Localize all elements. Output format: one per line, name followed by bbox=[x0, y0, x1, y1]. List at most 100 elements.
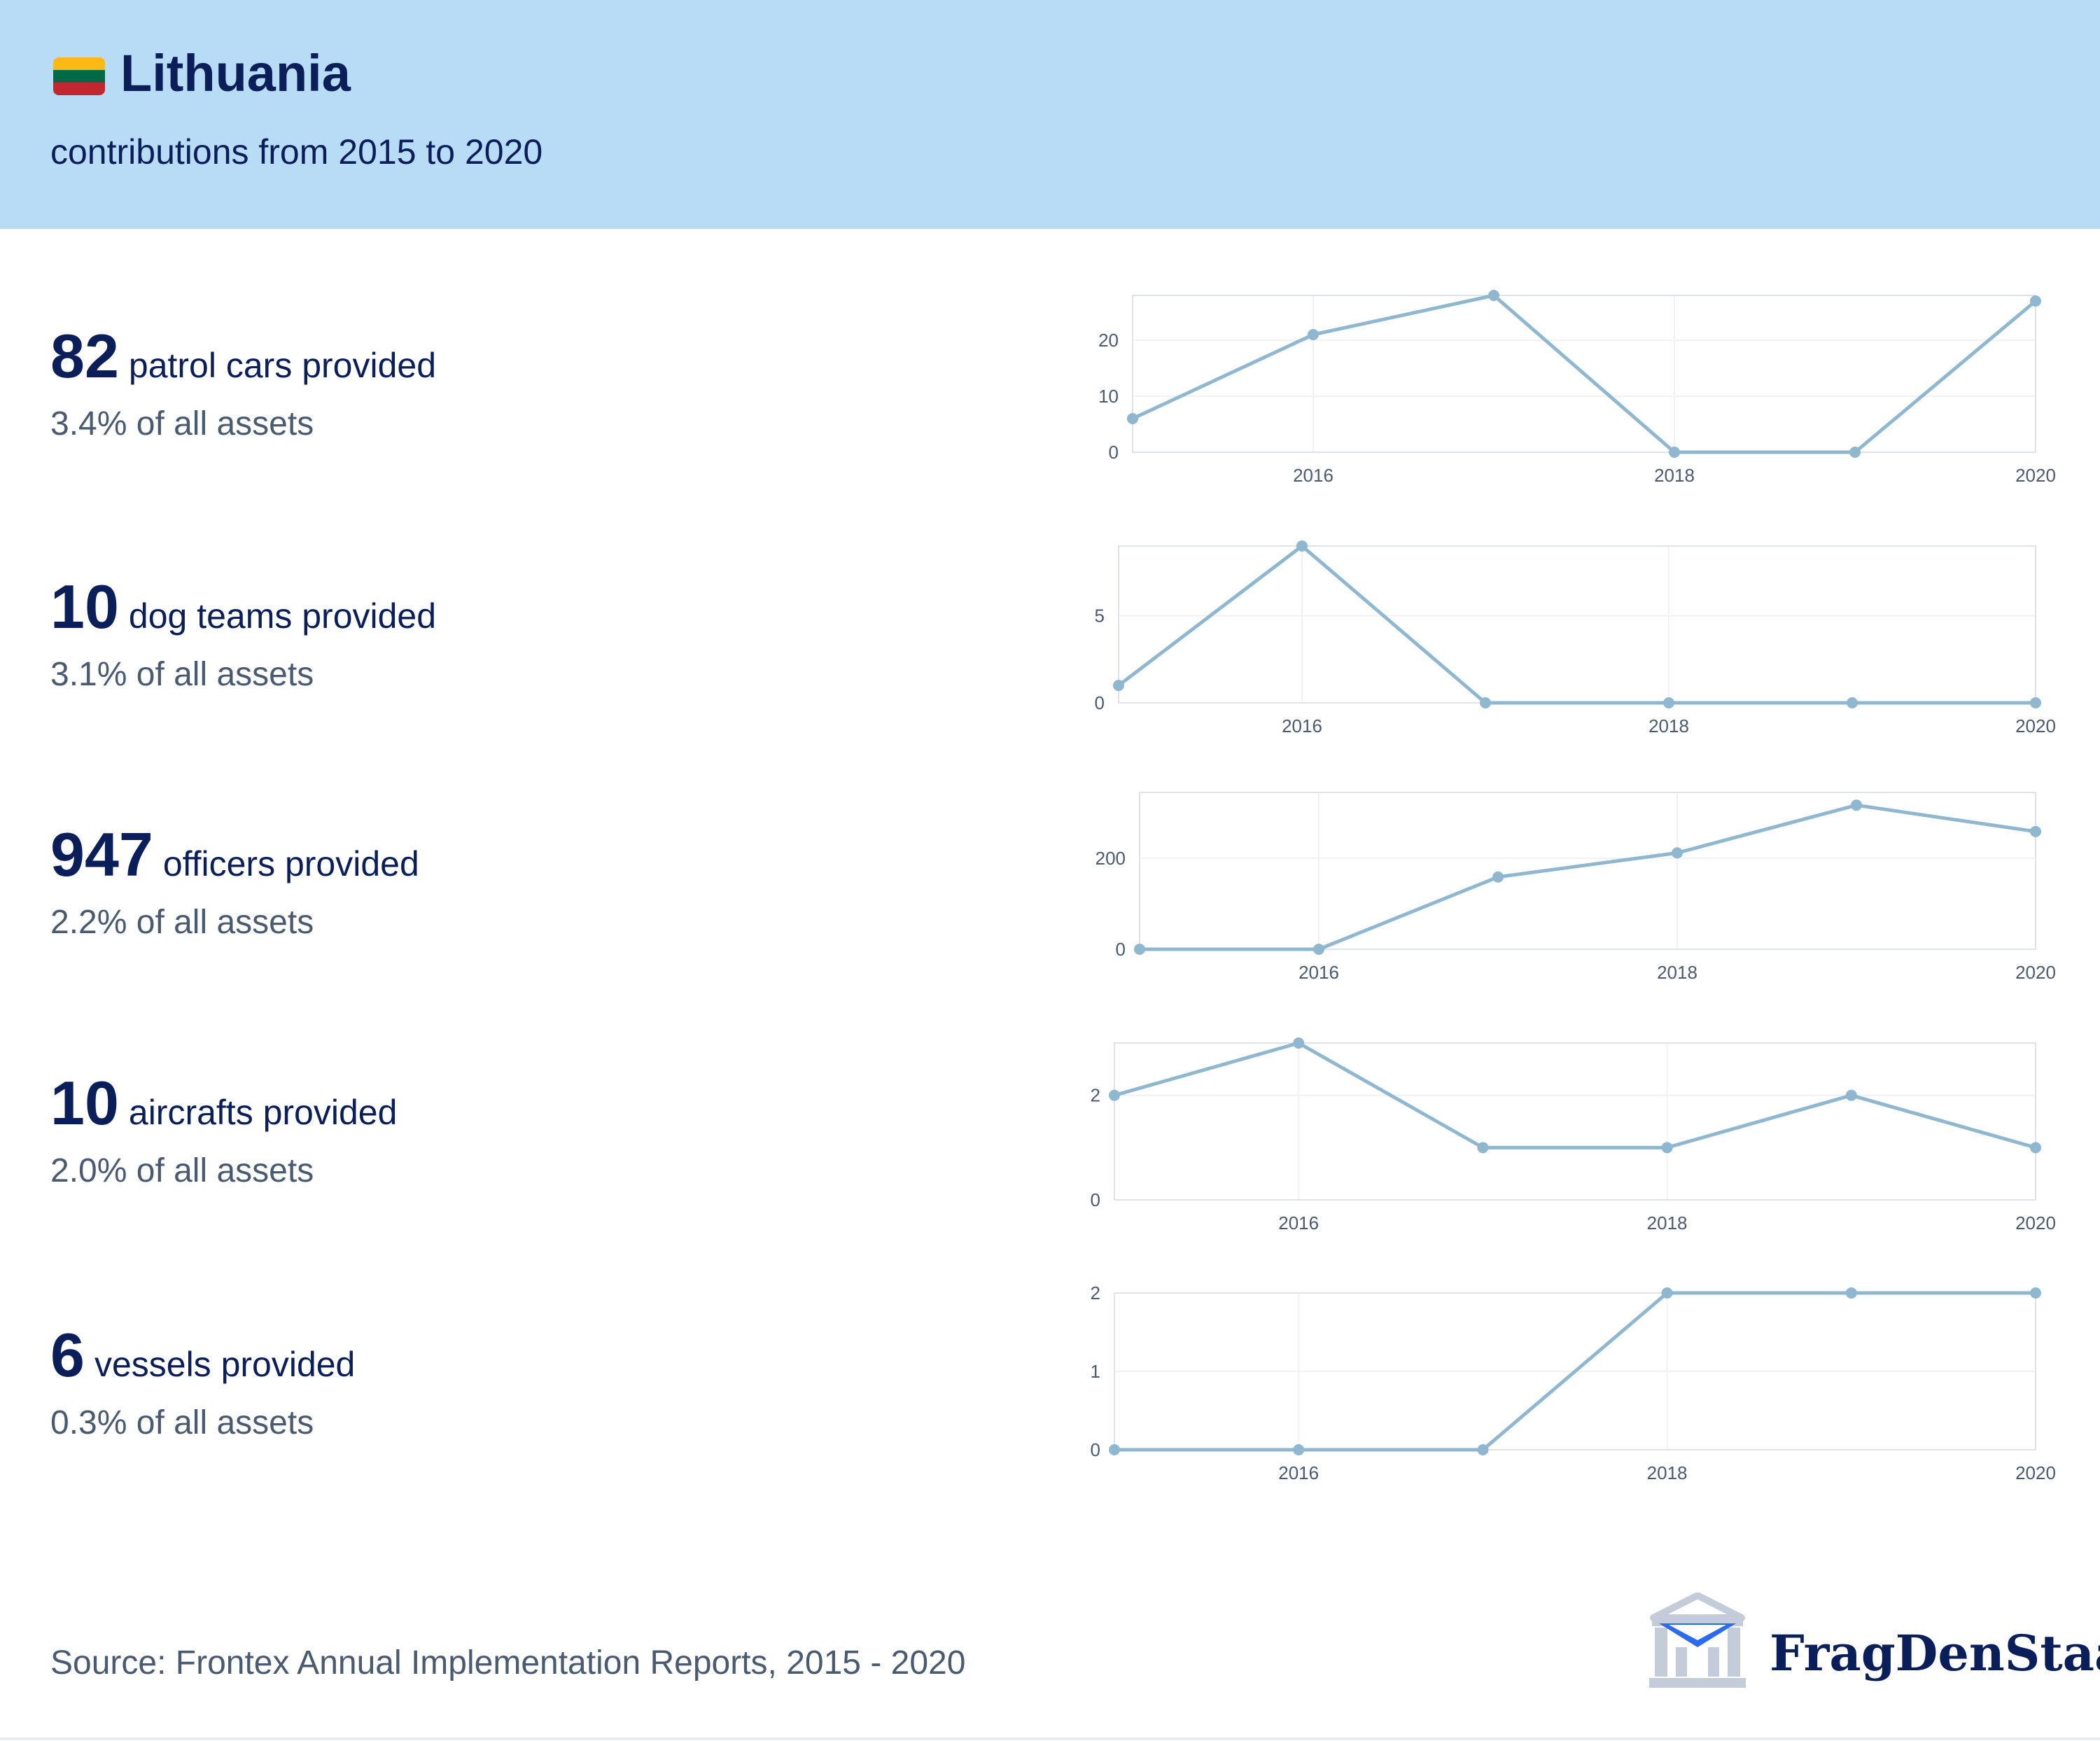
y-tick-label: 0 bbox=[1091, 1189, 1100, 1210]
y-tick-label: 5 bbox=[1095, 606, 1105, 627]
stat-officers: 947 officers provided 2.2% of all assets bbox=[50, 819, 419, 942]
stat-label: patrol cars provided bbox=[128, 346, 437, 385]
bottom-divider bbox=[0, 1737, 2100, 1740]
data-point bbox=[1661, 1287, 1673, 1299]
data-point bbox=[1477, 1142, 1489, 1154]
y-tick-label: 0 bbox=[1116, 939, 1126, 960]
data-point bbox=[2030, 697, 2041, 708]
brand-name: FragDenStaat bbox=[1770, 1624, 2100, 1682]
series-line bbox=[1114, 1291, 2036, 1452]
data-point bbox=[1851, 799, 1862, 811]
source-note: Source: Frontex Annual Implementation Re… bbox=[50, 1644, 966, 1681]
data-point bbox=[1480, 697, 1491, 708]
x-tick-label: 2020 bbox=[2015, 962, 2056, 983]
x-tick-label: 2016 bbox=[1298, 962, 1339, 983]
page-title: Lithuania bbox=[120, 44, 351, 102]
data-point bbox=[1113, 680, 1124, 692]
x-tick-label: 2016 bbox=[1282, 715, 1322, 736]
stat-label: aircrafts provided bbox=[128, 1093, 398, 1132]
data-point bbox=[1134, 944, 1145, 955]
stat-count: 6 bbox=[50, 1320, 85, 1390]
x-tick-label: 2016 bbox=[1278, 1212, 1319, 1233]
flag-stripe-red bbox=[53, 83, 105, 95]
plot-frame bbox=[1139, 792, 2036, 950]
vessels-line-chart: 0 1 2 2016 2018 2020 bbox=[1091, 1282, 2056, 1483]
x-tick-label: 2020 bbox=[2015, 1212, 2056, 1233]
data-point bbox=[1109, 1089, 1120, 1101]
plot-frame bbox=[1132, 295, 2036, 453]
x-tick-label: 2016 bbox=[1293, 465, 1334, 486]
stat-count: 10 bbox=[50, 572, 119, 641]
lithuania-flag-icon bbox=[53, 57, 105, 95]
x-tick-label: 2020 bbox=[2015, 1462, 2056, 1483]
stat-share: 2.2% of all assets bbox=[50, 904, 314, 941]
series-line bbox=[1140, 803, 2036, 951]
x-tick-label: 2018 bbox=[1657, 962, 1698, 983]
stat-share: 3.1% of all assets bbox=[50, 656, 314, 693]
officers-line-chart: 0 200 2016 2018 2020 bbox=[1096, 792, 2056, 983]
data-point bbox=[1849, 447, 1861, 458]
stat-label: officers provided bbox=[162, 844, 419, 883]
y-tick-label: 2 bbox=[1091, 1085, 1100, 1106]
building-with-envelope-icon bbox=[1649, 1593, 1746, 1688]
data-point bbox=[1492, 871, 1504, 883]
x-tick-label: 2018 bbox=[1654, 465, 1695, 486]
data-point bbox=[1109, 1444, 1120, 1455]
stat-count: 10 bbox=[50, 1068, 119, 1138]
aircrafts-line-chart: 0 2 2016 2018 2020 bbox=[1091, 1037, 2056, 1233]
x-tick-label: 2018 bbox=[1648, 715, 1689, 736]
page-subtitle: contributions from 2015 to 2020 bbox=[50, 132, 543, 172]
x-tick-label: 2020 bbox=[2015, 465, 2056, 486]
stat-share: 2.0% of all assets bbox=[50, 1152, 314, 1189]
stat-dog-teams: 10 dog teams provided 3.1% of all assets bbox=[50, 571, 436, 694]
x-tick-label: 2018 bbox=[1647, 1462, 1688, 1483]
data-point bbox=[2030, 825, 2041, 837]
plot-frame bbox=[1114, 1042, 2036, 1201]
stat-count: 82 bbox=[50, 321, 119, 391]
y-tick-label: 0 bbox=[1109, 442, 1119, 463]
patrol-cars-line-chart: 0 10 20 2016 2018 2020 bbox=[1098, 290, 2056, 486]
data-point bbox=[1672, 847, 1683, 859]
y-tick-label: 20 bbox=[1098, 330, 1119, 351]
y-tick-label: 10 bbox=[1098, 386, 1119, 407]
data-point bbox=[1847, 697, 1858, 708]
data-point bbox=[1127, 413, 1138, 424]
dog-teams-line-chart: 0 5 2016 2018 2020 bbox=[1095, 540, 2056, 736]
x-tick-label: 2020 bbox=[2015, 715, 2056, 736]
data-point bbox=[1293, 1037, 1305, 1049]
data-point bbox=[2030, 1287, 2041, 1299]
stat-share: 0.3% of all assets bbox=[50, 1404, 314, 1441]
data-point bbox=[1293, 1444, 1305, 1455]
flag-stripe-yellow bbox=[53, 57, 105, 70]
stat-vessels: 6 vessels provided 0.3% of all assets bbox=[50, 1320, 355, 1442]
data-point bbox=[1669, 447, 1680, 458]
flag-stripe-green bbox=[53, 70, 105, 83]
data-point bbox=[1661, 1142, 1673, 1154]
data-point bbox=[2030, 1142, 2041, 1154]
y-tick-label: 1 bbox=[1091, 1361, 1100, 1382]
data-point bbox=[1488, 290, 1499, 301]
data-point bbox=[1313, 944, 1324, 955]
data-point bbox=[1845, 1287, 1857, 1299]
header-banner: Lithuania contributions from 2015 to 202… bbox=[0, 0, 2100, 229]
x-tick-label: 2018 bbox=[1647, 1212, 1688, 1233]
stat-aircrafts: 10 aircrafts provided 2.0% of all assets bbox=[50, 1068, 397, 1190]
data-point bbox=[1845, 1089, 1857, 1101]
series-line bbox=[1117, 544, 2036, 705]
y-tick-label: 0 bbox=[1091, 1439, 1100, 1460]
stat-share: 3.4% of all assets bbox=[50, 405, 314, 442]
data-point bbox=[1308, 329, 1319, 340]
data-point bbox=[1663, 697, 1674, 708]
stat-patrol-cars: 82 patrol cars provided 3.4% of all asset… bbox=[50, 321, 436, 443]
series-line bbox=[1131, 293, 2037, 454]
y-tick-label: 2 bbox=[1091, 1282, 1100, 1303]
stat-label: dog teams provided bbox=[128, 596, 437, 636]
data-point bbox=[1296, 540, 1308, 552]
data-point bbox=[1477, 1444, 1489, 1455]
stat-label: vessels provided bbox=[94, 1345, 356, 1384]
y-tick-label: 0 bbox=[1095, 692, 1105, 713]
data-point bbox=[2030, 295, 2041, 307]
stat-count: 947 bbox=[50, 820, 153, 889]
plot-frame bbox=[1114, 1292, 2036, 1450]
x-tick-label: 2016 bbox=[1278, 1462, 1319, 1483]
